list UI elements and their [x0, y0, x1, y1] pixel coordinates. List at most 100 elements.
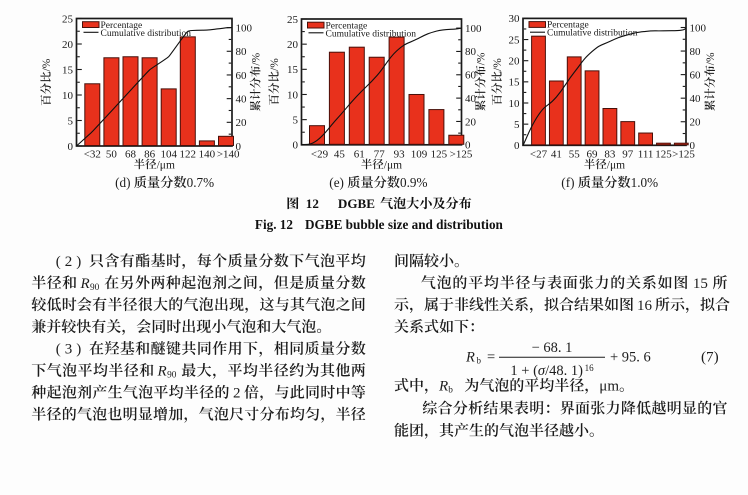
svg-text:20: 20: [465, 116, 477, 128]
svg-text:69: 69: [587, 148, 599, 160]
svg-text:5: 5: [68, 115, 74, 127]
svg-text:45: 45: [334, 148, 346, 160]
svg-text:>125: >125: [672, 148, 695, 160]
svg-text:/μm: /μm: [384, 159, 402, 171]
svg-text:77: 77: [374, 148, 386, 160]
svg-text:R: R: [80, 276, 90, 292]
svg-text:20: 20: [62, 39, 74, 51]
svg-text:Cumulative distribution: Cumulative distribution: [547, 29, 638, 39]
svg-text:0: 0: [293, 140, 299, 152]
svg-text:15: 15: [287, 64, 299, 76]
svg-text:DGBE: DGBE: [338, 196, 375, 211]
svg-text:): ): [76, 254, 81, 270]
svg-text:97: 97: [622, 148, 634, 160]
svg-text:83: 83: [604, 148, 616, 160]
svg-text:20: 20: [236, 117, 248, 129]
svg-text:>140: >140: [217, 148, 240, 160]
svg-text:12: 12: [306, 196, 319, 211]
svg-text:16: 16: [585, 363, 595, 373]
svg-text:/μm: /μm: [157, 159, 175, 171]
svg-text:80: 80: [690, 46, 702, 58]
svg-text:/μm: /μm: [607, 159, 625, 171]
svg-text:Percentage: Percentage: [101, 21, 143, 31]
svg-text:/%: /%: [476, 52, 488, 65]
svg-text:R: R: [438, 379, 448, 395]
svg-text:16: 16: [637, 298, 653, 314]
svg-text:b: b: [477, 356, 482, 366]
svg-text:R: R: [465, 350, 475, 366]
svg-text:30: 30: [509, 13, 521, 25]
svg-text:20: 20: [690, 117, 702, 129]
svg-text:0: 0: [465, 140, 471, 152]
svg-text:5: 5: [293, 114, 299, 126]
svg-text:/%: /%: [492, 58, 504, 71]
svg-text:109: 109: [411, 148, 428, 160]
svg-text:93: 93: [394, 148, 406, 160]
svg-text:(: (: [56, 342, 61, 358]
svg-text:60: 60: [236, 70, 248, 82]
svg-text:90: 90: [167, 371, 177, 381]
svg-text:(f): (f): [561, 175, 574, 190]
svg-text:(7): (7): [701, 349, 719, 366]
svg-text:1.0%: 1.0%: [631, 175, 658, 190]
svg-text:0: 0: [690, 140, 696, 152]
svg-text:Cumulative distribution: Cumulative distribution: [326, 29, 417, 39]
svg-text:40: 40: [690, 93, 702, 105]
svg-text:15: 15: [693, 276, 708, 292]
svg-text:25: 25: [509, 34, 521, 46]
svg-text:125: 125: [655, 148, 672, 160]
svg-text:68: 68: [125, 148, 137, 160]
svg-text:μm: μm: [599, 379, 619, 395]
svg-text:140: 140: [199, 148, 216, 160]
svg-text:10: 10: [62, 90, 74, 102]
svg-text:25: 25: [287, 14, 299, 26]
svg-text:/%: /%: [251, 52, 263, 65]
svg-text:20: 20: [287, 39, 299, 51]
svg-text:100: 100: [236, 22, 253, 34]
svg-text:122: 122: [180, 148, 197, 160]
svg-text:Cumulative distribution: Cumulative distribution: [101, 29, 192, 39]
svg-text:0.9%: 0.9%: [400, 175, 427, 190]
svg-text:0.7%: 0.7%: [187, 175, 214, 190]
svg-text:40: 40: [465, 93, 477, 105]
svg-text:100: 100: [465, 23, 482, 35]
svg-text:5: 5: [514, 119, 520, 131]
svg-text:61: 61: [354, 148, 365, 160]
svg-text:R: R: [157, 364, 167, 380]
svg-text:Percentage: Percentage: [326, 21, 368, 31]
svg-text:=: =: [487, 350, 495, 366]
svg-text:2: 2: [65, 254, 73, 270]
svg-text:15: 15: [62, 64, 74, 76]
svg-text:25: 25: [62, 13, 74, 25]
svg-text:60: 60: [465, 70, 477, 82]
svg-text:): ): [76, 342, 81, 358]
svg-text:104: 104: [160, 148, 177, 160]
svg-text:1 + (σ/48. 1): 1 + (σ/48. 1): [510, 363, 583, 379]
svg-text:+ 95. 6: + 95. 6: [610, 350, 651, 366]
svg-text:2: 2: [233, 386, 241, 402]
svg-text:Fig. 12: Fig. 12: [255, 217, 294, 232]
svg-text:90: 90: [90, 283, 100, 293]
svg-text:60: 60: [690, 69, 702, 81]
svg-text:3: 3: [65, 342, 73, 358]
svg-text:50: 50: [106, 148, 118, 160]
svg-text:<27: <27: [530, 148, 548, 160]
svg-text:/%: /%: [269, 58, 281, 71]
svg-text:>125: >125: [450, 148, 473, 160]
svg-text:0: 0: [68, 141, 74, 153]
svg-text:<32: <32: [84, 148, 101, 160]
svg-text:111: 111: [638, 148, 654, 160]
svg-text:41: 41: [551, 148, 562, 160]
svg-text:<29: <29: [311, 148, 329, 160]
svg-text:b: b: [448, 386, 453, 396]
svg-text:10: 10: [509, 98, 521, 110]
svg-text:80: 80: [236, 46, 248, 58]
svg-text:10: 10: [287, 89, 299, 101]
svg-text:80: 80: [465, 46, 477, 58]
svg-text:125: 125: [431, 148, 448, 160]
svg-text:40: 40: [236, 93, 248, 105]
svg-text:(: (: [56, 254, 61, 270]
svg-text:− 68. 1: − 68. 1: [532, 340, 573, 356]
svg-text:DGBE bubble size and distribut: DGBE bubble size and distribution: [305, 217, 504, 232]
svg-text:(d): (d): [115, 175, 130, 190]
